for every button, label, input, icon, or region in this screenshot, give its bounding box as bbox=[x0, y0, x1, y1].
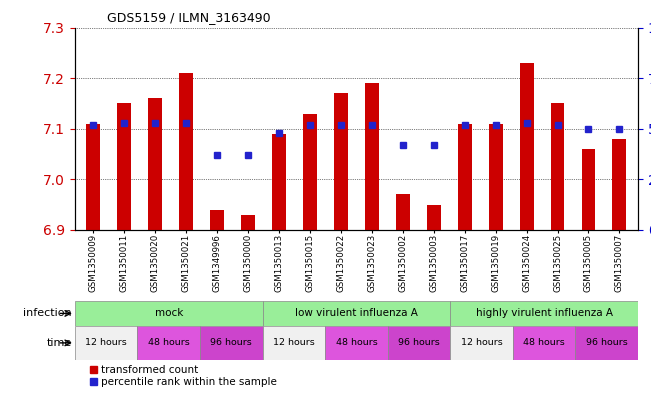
Text: time: time bbox=[46, 338, 72, 348]
Bar bbox=[450, 326, 513, 360]
Bar bbox=[427, 205, 441, 230]
Text: 48 hours: 48 hours bbox=[148, 338, 189, 347]
Text: highly virulent influenza A: highly virulent influenza A bbox=[476, 309, 613, 318]
Bar bbox=[551, 103, 564, 230]
Bar bbox=[303, 114, 317, 230]
Bar bbox=[241, 215, 255, 230]
Bar bbox=[334, 93, 348, 230]
Bar bbox=[519, 63, 534, 230]
Bar bbox=[75, 326, 137, 360]
Text: infection: infection bbox=[23, 309, 72, 318]
Bar bbox=[365, 83, 379, 230]
Bar bbox=[325, 326, 388, 360]
Text: low virulent influenza A: low virulent influenza A bbox=[295, 309, 418, 318]
Bar bbox=[210, 209, 224, 230]
Text: 96 hours: 96 hours bbox=[398, 338, 440, 347]
Text: 96 hours: 96 hours bbox=[210, 338, 252, 347]
Bar bbox=[200, 326, 262, 360]
Text: 12 hours: 12 hours bbox=[461, 338, 503, 347]
Bar bbox=[75, 301, 262, 326]
Bar bbox=[575, 326, 638, 360]
Bar bbox=[513, 326, 575, 360]
Bar bbox=[272, 134, 286, 230]
Bar bbox=[179, 73, 193, 230]
Bar bbox=[117, 103, 132, 230]
Text: 96 hours: 96 hours bbox=[586, 338, 628, 347]
Text: 48 hours: 48 hours bbox=[335, 338, 378, 347]
Bar bbox=[262, 326, 325, 360]
Bar bbox=[262, 301, 450, 326]
Bar bbox=[450, 301, 638, 326]
Text: GDS5159 / ILMN_3163490: GDS5159 / ILMN_3163490 bbox=[107, 11, 271, 24]
Bar bbox=[87, 124, 100, 230]
Bar bbox=[489, 124, 503, 230]
Legend: transformed count, percentile rank within the sample: transformed count, percentile rank withi… bbox=[90, 365, 277, 387]
Bar bbox=[458, 124, 472, 230]
Bar bbox=[148, 98, 162, 230]
Bar bbox=[388, 326, 450, 360]
Text: 48 hours: 48 hours bbox=[523, 338, 565, 347]
Text: 12 hours: 12 hours bbox=[85, 338, 127, 347]
Bar bbox=[137, 326, 200, 360]
Bar bbox=[581, 149, 596, 230]
Bar bbox=[396, 195, 409, 230]
Text: 12 hours: 12 hours bbox=[273, 338, 314, 347]
Bar bbox=[613, 139, 626, 230]
Text: mock: mock bbox=[154, 309, 183, 318]
